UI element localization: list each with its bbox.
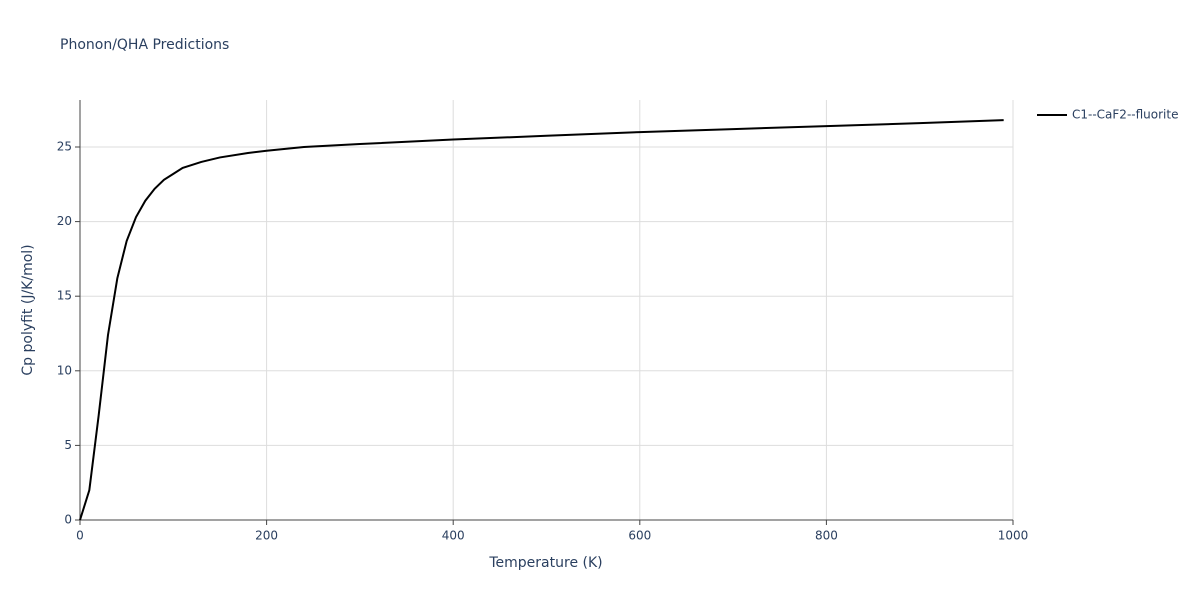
x-axis-title: Temperature (K) [488, 555, 602, 571]
x-tick-label: 800 [815, 529, 838, 543]
x-tick-label: 400 [442, 529, 465, 543]
chart-title: Phonon/QHA Predictions [60, 37, 229, 53]
y-tick-label: 10 [57, 363, 72, 377]
x-tick-label: 1000 [998, 529, 1029, 543]
y-tick-label: 15 [57, 289, 72, 303]
y-tick-label: 20 [57, 214, 72, 228]
y-tick-label: 5 [64, 438, 72, 452]
x-tick-label: 0 [76, 529, 84, 543]
y-axis-title: Cp polyfit (J/K/mol) [20, 244, 36, 375]
x-tick-label: 200 [255, 529, 278, 543]
y-tick-label: 0 [64, 513, 72, 527]
x-tick-label: 600 [628, 529, 651, 543]
legend-label: C1--CaF2--fluorite [1072, 108, 1178, 122]
y-tick-label: 25 [57, 139, 72, 153]
data-line [79, 119, 1004, 521]
